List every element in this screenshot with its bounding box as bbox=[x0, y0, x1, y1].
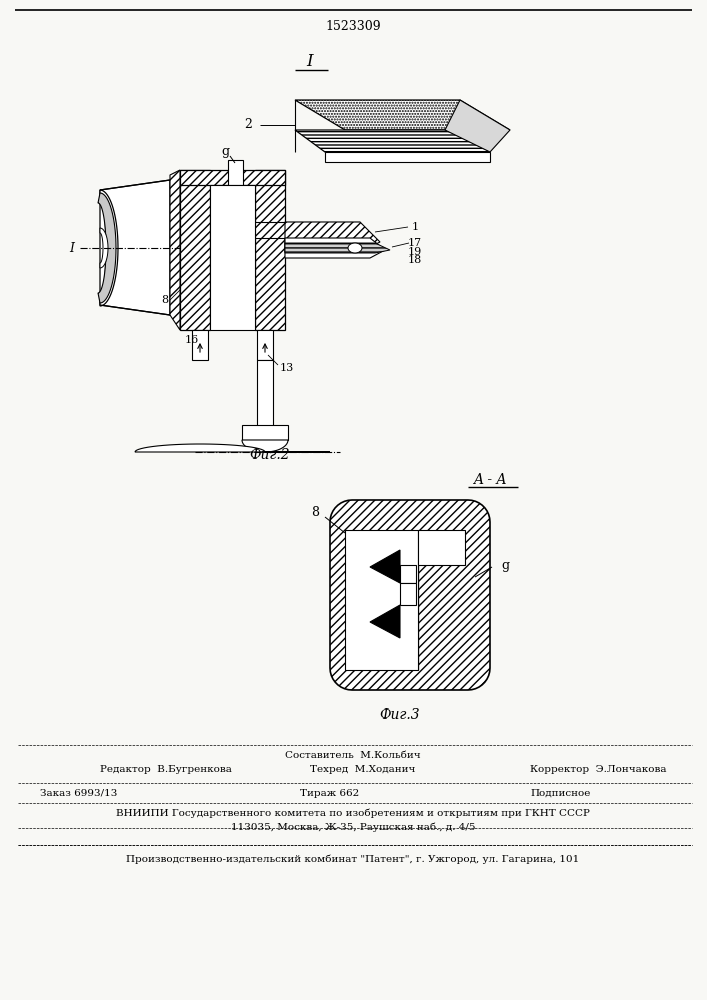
Polygon shape bbox=[100, 190, 118, 306]
Text: 13: 13 bbox=[280, 363, 294, 373]
Polygon shape bbox=[295, 100, 510, 130]
Polygon shape bbox=[257, 330, 273, 360]
Polygon shape bbox=[228, 160, 243, 185]
Text: 8: 8 bbox=[161, 295, 168, 305]
Polygon shape bbox=[418, 530, 465, 565]
Polygon shape bbox=[400, 583, 416, 605]
Text: 17: 17 bbox=[408, 238, 422, 248]
Polygon shape bbox=[370, 550, 400, 583]
Polygon shape bbox=[100, 180, 170, 315]
Text: A - A: A - A bbox=[473, 473, 507, 487]
Text: Корректор  Э.Лончакова: Корректор Э.Лончакова bbox=[530, 764, 667, 774]
Text: Техред  М.Ходанич: Техред М.Ходанич bbox=[310, 764, 416, 774]
Polygon shape bbox=[285, 243, 390, 253]
Polygon shape bbox=[242, 440, 288, 452]
Polygon shape bbox=[370, 605, 400, 638]
Polygon shape bbox=[180, 170, 285, 185]
Polygon shape bbox=[210, 185, 255, 330]
Polygon shape bbox=[285, 238, 385, 258]
Text: Производственно-издательский комбинат "Патент", г. Ужгород, ул. Гагарина, 101: Производственно-издательский комбинат "П… bbox=[127, 854, 580, 864]
Text: 2: 2 bbox=[244, 118, 252, 131]
Text: I: I bbox=[307, 53, 313, 70]
Polygon shape bbox=[325, 152, 490, 162]
Polygon shape bbox=[135, 444, 330, 452]
Text: 18: 18 bbox=[408, 255, 422, 265]
Text: 1523309: 1523309 bbox=[325, 19, 381, 32]
Polygon shape bbox=[255, 222, 360, 238]
Polygon shape bbox=[445, 100, 510, 152]
Text: 113035, Москва, Ж-35, Раушская наб., д. 4/5: 113035, Москва, Ж-35, Раушская наб., д. … bbox=[230, 822, 475, 832]
Text: g: g bbox=[221, 145, 229, 158]
Polygon shape bbox=[257, 360, 273, 430]
Text: Тираж 662: Тираж 662 bbox=[300, 788, 359, 798]
Text: g: g bbox=[501, 558, 509, 572]
Text: 19: 19 bbox=[408, 247, 422, 257]
Text: 1: 1 bbox=[411, 222, 419, 232]
Polygon shape bbox=[192, 330, 208, 360]
Polygon shape bbox=[348, 243, 362, 253]
Polygon shape bbox=[180, 170, 210, 330]
Text: 16: 16 bbox=[185, 335, 199, 345]
Text: ВНИИПИ Государственного комитета по изобретениям и открытиям при ГКНТ СССР: ВНИИПИ Государственного комитета по изоб… bbox=[116, 808, 590, 818]
Polygon shape bbox=[295, 130, 490, 152]
Polygon shape bbox=[285, 222, 380, 252]
Polygon shape bbox=[330, 500, 490, 690]
Polygon shape bbox=[170, 170, 180, 330]
Text: 8: 8 bbox=[311, 506, 319, 520]
Text: I: I bbox=[69, 241, 74, 254]
Polygon shape bbox=[255, 170, 285, 330]
Text: Составитель  М.Кольбич: Составитель М.Кольбич bbox=[285, 750, 421, 760]
Polygon shape bbox=[345, 530, 418, 670]
Polygon shape bbox=[98, 193, 116, 303]
Polygon shape bbox=[242, 425, 288, 440]
Text: Заказ 6993/13: Заказ 6993/13 bbox=[40, 788, 117, 798]
Polygon shape bbox=[400, 565, 416, 583]
Text: Редактор  В.Бугренкова: Редактор В.Бугренкова bbox=[100, 764, 232, 774]
Text: Фиг.2: Фиг.2 bbox=[250, 448, 291, 462]
Text: Подписное: Подписное bbox=[530, 788, 590, 798]
Text: Фиг.3: Фиг.3 bbox=[380, 708, 421, 722]
Polygon shape bbox=[100, 228, 108, 268]
